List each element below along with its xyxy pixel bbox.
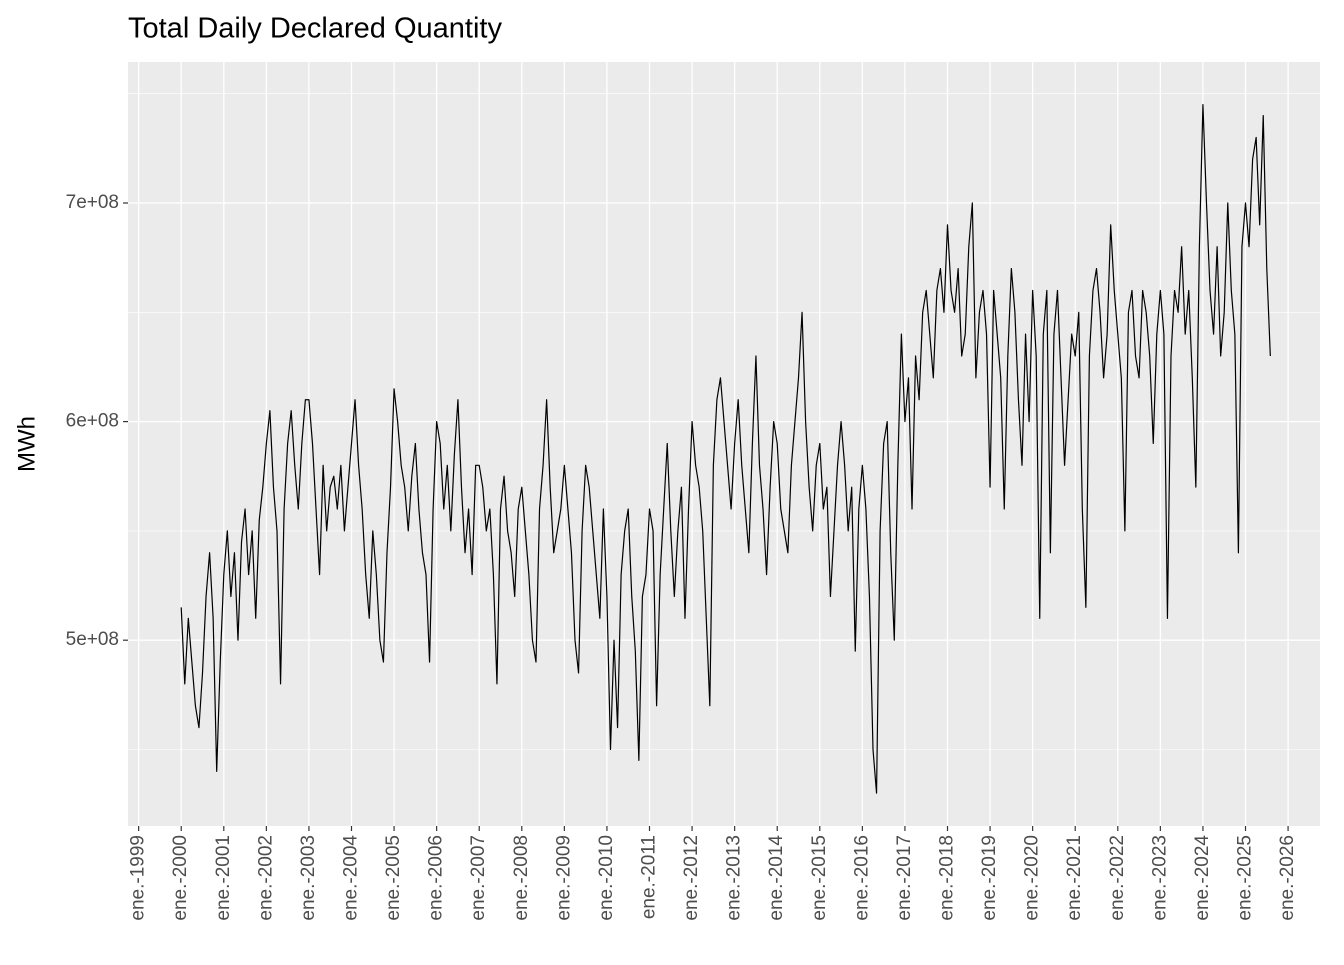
x-tick-label: ene.-2013 (724, 835, 745, 921)
x-tick-label: ene.-2014 (766, 835, 787, 921)
marks (180, 104, 1271, 794)
x-tick-label: ene.-2000 (170, 835, 191, 921)
x-tick-label: ene.-2005 (383, 835, 404, 921)
x-tick-label: ene.-2002 (255, 835, 276, 921)
x-tick-label: ene.-2006 (426, 835, 447, 921)
x-tick-label: ene.-2012 (681, 835, 702, 921)
x-tick-label: ene.-2003 (298, 835, 319, 921)
x-tick-label: ene.-2015 (809, 835, 830, 921)
x-tick-label: ene.-2017 (894, 835, 915, 921)
x-tick-label: ene.-2001 (213, 835, 234, 921)
x-tick-label: ene.-2024 (1192, 835, 1213, 921)
x-tick-label: ene.-2026 (1277, 835, 1298, 921)
x-tick-label: ene.-2019 (979, 835, 1000, 921)
panel (128, 62, 1320, 826)
x-tick-label: ene.-2004 (341, 835, 362, 921)
x-tick-label: ene.-1999 (128, 835, 149, 921)
x-tick-label: ene.-2021 (1064, 835, 1085, 921)
x-tick-label: ene.-2022 (1107, 835, 1128, 921)
x-tick-label: ene.-2008 (511, 835, 532, 921)
x-tick-label: ene.-2023 (1149, 835, 1170, 921)
x-tick-label: ene.-2009 (553, 835, 574, 921)
x-tick-label: ene.-2016 (851, 835, 872, 921)
x-tick-label: ene.-2025 (1235, 835, 1256, 921)
axes: 5e+08 6e+08 7e+08 ene.-1999 ene.-2000 ene.-20… (66, 192, 1298, 921)
data-line (180, 104, 1271, 794)
x-tick-label: ene.-2020 (1022, 835, 1043, 921)
y-tick-label: 5e+08 (66, 629, 119, 650)
x-tick-label: ene.-2011 (639, 835, 660, 919)
x-tick-label: ene.-2010 (596, 835, 617, 921)
y-axis-title: MWh (13, 416, 40, 472)
y-tick-label: 7e+08 (66, 192, 119, 213)
chart-title: Total Daily Declared Quantity (128, 13, 502, 45)
x-tick-label: ene.-2018 (937, 835, 958, 921)
x-tick-label: ene.-2007 (468, 835, 489, 921)
y-tick-label: 6e+08 (66, 411, 119, 432)
